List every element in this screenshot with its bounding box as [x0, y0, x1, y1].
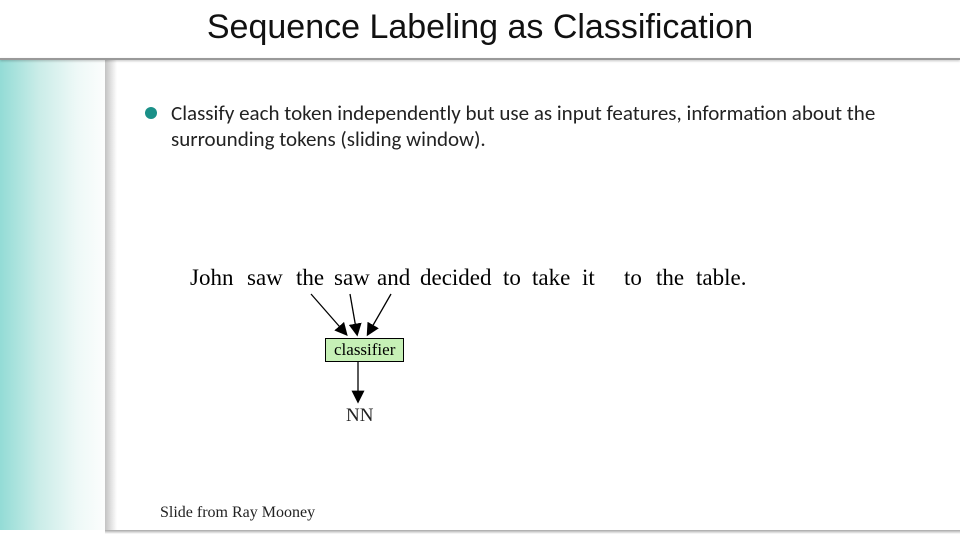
word-1: saw	[247, 265, 283, 291]
bullet-dot-icon	[145, 107, 157, 119]
word-2: the	[296, 265, 324, 291]
bullet-item: Classify each token independently but us…	[145, 100, 930, 153]
classifier-box: classifier	[325, 338, 404, 362]
word-11: table.	[696, 265, 746, 291]
arrow-line	[311, 294, 346, 334]
slide-root: Sequence Labeling as Classification Clas…	[0, 0, 960, 540]
word-0: John	[190, 265, 233, 291]
word-5: decided	[420, 265, 492, 291]
bg-left-gradient	[0, 60, 110, 530]
output-tag-label: NN	[346, 405, 373, 427]
arrow-line	[350, 294, 357, 334]
bottom-shadow	[105, 530, 960, 534]
word-4: and	[377, 265, 410, 291]
word-7: take	[532, 265, 570, 291]
word-9: to	[624, 265, 642, 291]
word-10: the	[656, 265, 684, 291]
title-underline	[0, 58, 960, 60]
slide-credit: Slide from Ray Mooney	[160, 504, 315, 522]
bg-left-edge	[105, 60, 117, 530]
body-region: Classify each token independently but us…	[145, 100, 930, 153]
word-8: it	[582, 265, 595, 291]
word-6: to	[503, 265, 521, 291]
bullet-text: Classify each token independently but us…	[171, 100, 930, 153]
slide-title: Sequence Labeling as Classification	[0, 8, 960, 47]
arrow-line	[368, 294, 391, 334]
word-3: saw	[334, 265, 370, 291]
